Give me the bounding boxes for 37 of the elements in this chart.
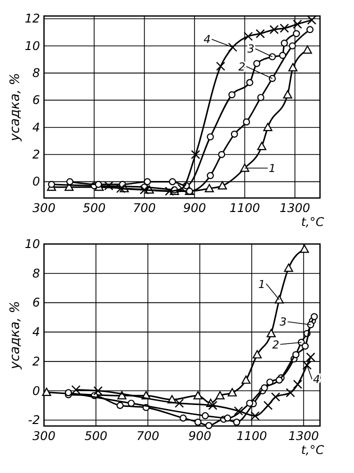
y-axis-title: усадка, % xyxy=(8,72,23,142)
x-axis-title: t,°C xyxy=(301,443,325,457)
y-tick-label: 10 xyxy=(24,38,40,53)
x-tick-label: 1100 xyxy=(229,201,260,215)
legend-label: 4 xyxy=(204,33,211,46)
y-tick-label: -2 xyxy=(28,413,40,428)
y-tick-label: 8 xyxy=(32,66,40,80)
x-tick-label: 1300 xyxy=(288,429,320,443)
legend-label: 3 xyxy=(247,42,254,56)
y-tick-label: 10 xyxy=(24,237,40,251)
x-tick-label: 900 xyxy=(183,201,206,215)
y-tick-label: 4 xyxy=(32,325,40,340)
y-tick-label: 2 xyxy=(32,148,40,162)
y-tick-label: 4 xyxy=(32,120,40,134)
y-tick-label: 6 xyxy=(32,296,40,310)
x-tick-label: 300 xyxy=(32,429,56,443)
y-tick-label: 6 xyxy=(32,93,40,108)
x-tick-label: 500 xyxy=(84,429,108,443)
x-tick-label: 700 xyxy=(132,201,156,215)
y-tick-label: 0 xyxy=(32,174,40,189)
series-label: 4 xyxy=(313,373,320,386)
y-tick-label: 8 xyxy=(32,266,40,280)
x-tick-label: 300 xyxy=(32,201,56,215)
legend-label: 2 xyxy=(272,338,280,352)
y-tick-label: 2 xyxy=(32,354,40,368)
y-tick-label: 0 xyxy=(32,384,40,398)
y-axis-title: усадка, % xyxy=(8,300,23,370)
x-tick-label: 900 xyxy=(188,429,212,443)
x-axis-title: t,°C xyxy=(301,215,325,229)
legend-label: 1 xyxy=(258,278,266,291)
legend-label: 3 xyxy=(280,316,287,329)
x-tick-label: 500 xyxy=(82,201,106,215)
x-tick-label: 700 xyxy=(136,429,160,443)
x-tick-label: 1100 xyxy=(236,429,268,443)
x-tick-label: 1300 xyxy=(280,201,311,215)
y-tick-label: 12 xyxy=(24,12,40,26)
series-label: 1 xyxy=(268,162,276,176)
